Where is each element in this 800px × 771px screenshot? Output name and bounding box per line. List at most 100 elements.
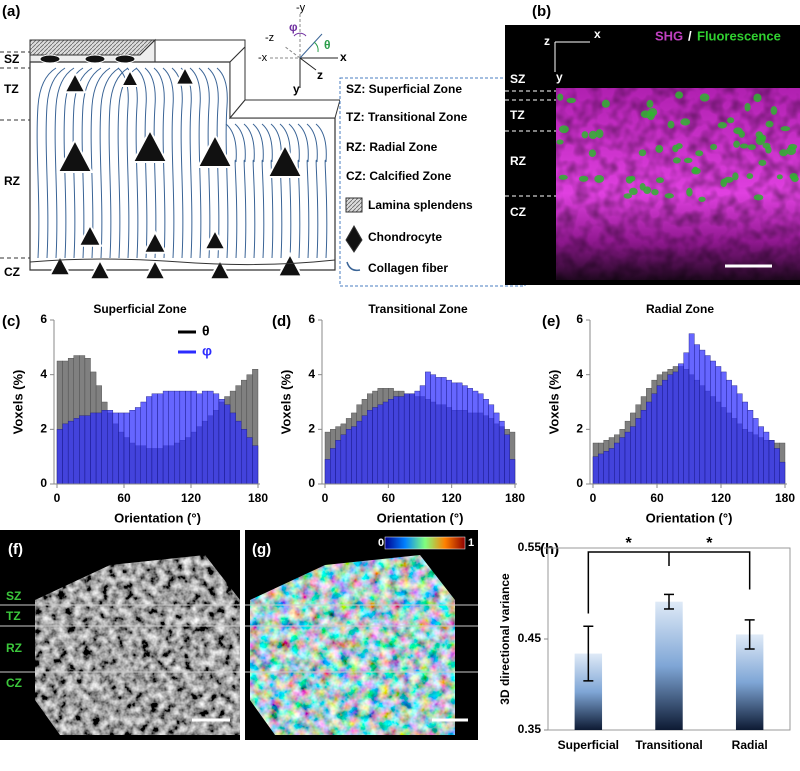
legend-icon [345,197,363,213]
chondrocyte [63,70,87,94]
histogram-bar [498,420,505,485]
histogram-bar [224,404,231,485]
fiber [135,67,148,259]
cell-dot [738,130,745,138]
histogram-bar [382,401,389,485]
panel-f: (f) SZ TZ RZ CZ [0,530,240,740]
histogram-bar [763,431,770,485]
cell-dot [698,196,706,202]
axis-symbol [554,41,590,72]
x-tick-label: 180 [775,491,795,505]
tissue [35,555,240,735]
histogram-bar [409,393,415,485]
histogram-bar [720,371,727,485]
error-bar [664,593,674,610]
histogram-bar [107,410,114,485]
fiber [243,123,256,259]
axis-label: x [594,27,601,41]
zone-lines [505,90,556,197]
histogram-bar [84,415,91,485]
y-tick-label: 0.45 [518,631,542,645]
chondrocyte [276,251,304,278]
fiber [207,67,220,259]
tissue-texture [556,88,800,280]
tidemark [29,258,336,266]
y-axis-label: Voxels (%) [278,370,293,435]
cell-dot [628,187,638,196]
fiber [81,67,102,259]
cell-dot [776,174,783,180]
cell-dot [578,175,589,182]
histogram-bar [235,420,242,485]
histogram-bar [146,396,153,485]
histogram-bar [79,415,86,485]
cell-dot [640,110,651,118]
histogram-bar [731,385,738,485]
histogram-bar [603,451,610,485]
x-axis-label: Orientation (°) [377,510,464,525]
zone-label: CZ [6,676,22,690]
histogram-bar [646,401,652,485]
cell-dot [683,157,693,164]
histogram-bar [752,418,759,485]
y-tick-label: 0 [308,476,315,490]
chart-title: Transitional Zone [368,302,468,316]
cell-dot [672,157,681,164]
fiber [108,67,129,259]
panel-g: (g) 0 1 [245,530,478,740]
histogram-bar [190,390,197,485]
y-tick-label: 0 [40,476,47,490]
y-tick-label: 0.55 [518,540,542,554]
x-tick-label: 120 [711,491,731,505]
fiber [36,67,57,259]
cell-dot [779,149,788,157]
cell-dot [746,173,754,179]
fiber [198,67,211,259]
histogram-bar [672,371,679,485]
zone-lines [0,604,240,673]
axis-label: φ [289,20,298,34]
histogram-bar [140,401,147,485]
fiber [90,67,111,259]
fiber [261,123,274,259]
histogram-bar [162,390,169,485]
cell-dot [753,93,762,103]
zone-label: CZ [510,205,526,219]
histogram-bar [608,448,615,485]
cell-dot [566,97,576,104]
histogram-bar [95,412,102,485]
x-tick-label: 0 [590,491,597,505]
cell-dot [727,117,735,124]
histogram-bar [504,434,510,485]
chart-title: Radial Zone [646,302,714,316]
cell-dot [655,144,664,153]
cell-dot [786,146,797,156]
cell-dot [558,125,569,134]
cell-dot [780,126,791,132]
histogram-bar [403,393,410,485]
cell-dot [581,131,589,139]
legend-label: θ [202,323,210,339]
panel-label: (b) [532,3,551,20]
chondrocyte [173,64,197,86]
cell-dot [720,178,727,188]
histogram-bar [710,360,716,485]
channel-label: SHG [655,28,683,43]
y-tick-label: 6 [576,312,583,326]
histogram-bar [196,393,203,485]
chondrocyte [203,227,227,251]
y-tick-label: 2 [576,422,583,436]
cell-dot [643,186,652,194]
histogram-bar [241,429,248,485]
histogram-bar [462,385,468,485]
axis-label: -x [258,52,268,64]
cell-dot [595,129,604,139]
x-tick-label: 120 [442,491,462,505]
fiber [315,123,328,259]
histogram-bar [635,418,642,485]
cell-dot [675,91,684,99]
histogram-bar [377,404,384,485]
cell-dot [758,159,767,166]
histogram-bar [414,390,421,485]
histogram-bar [477,393,484,485]
